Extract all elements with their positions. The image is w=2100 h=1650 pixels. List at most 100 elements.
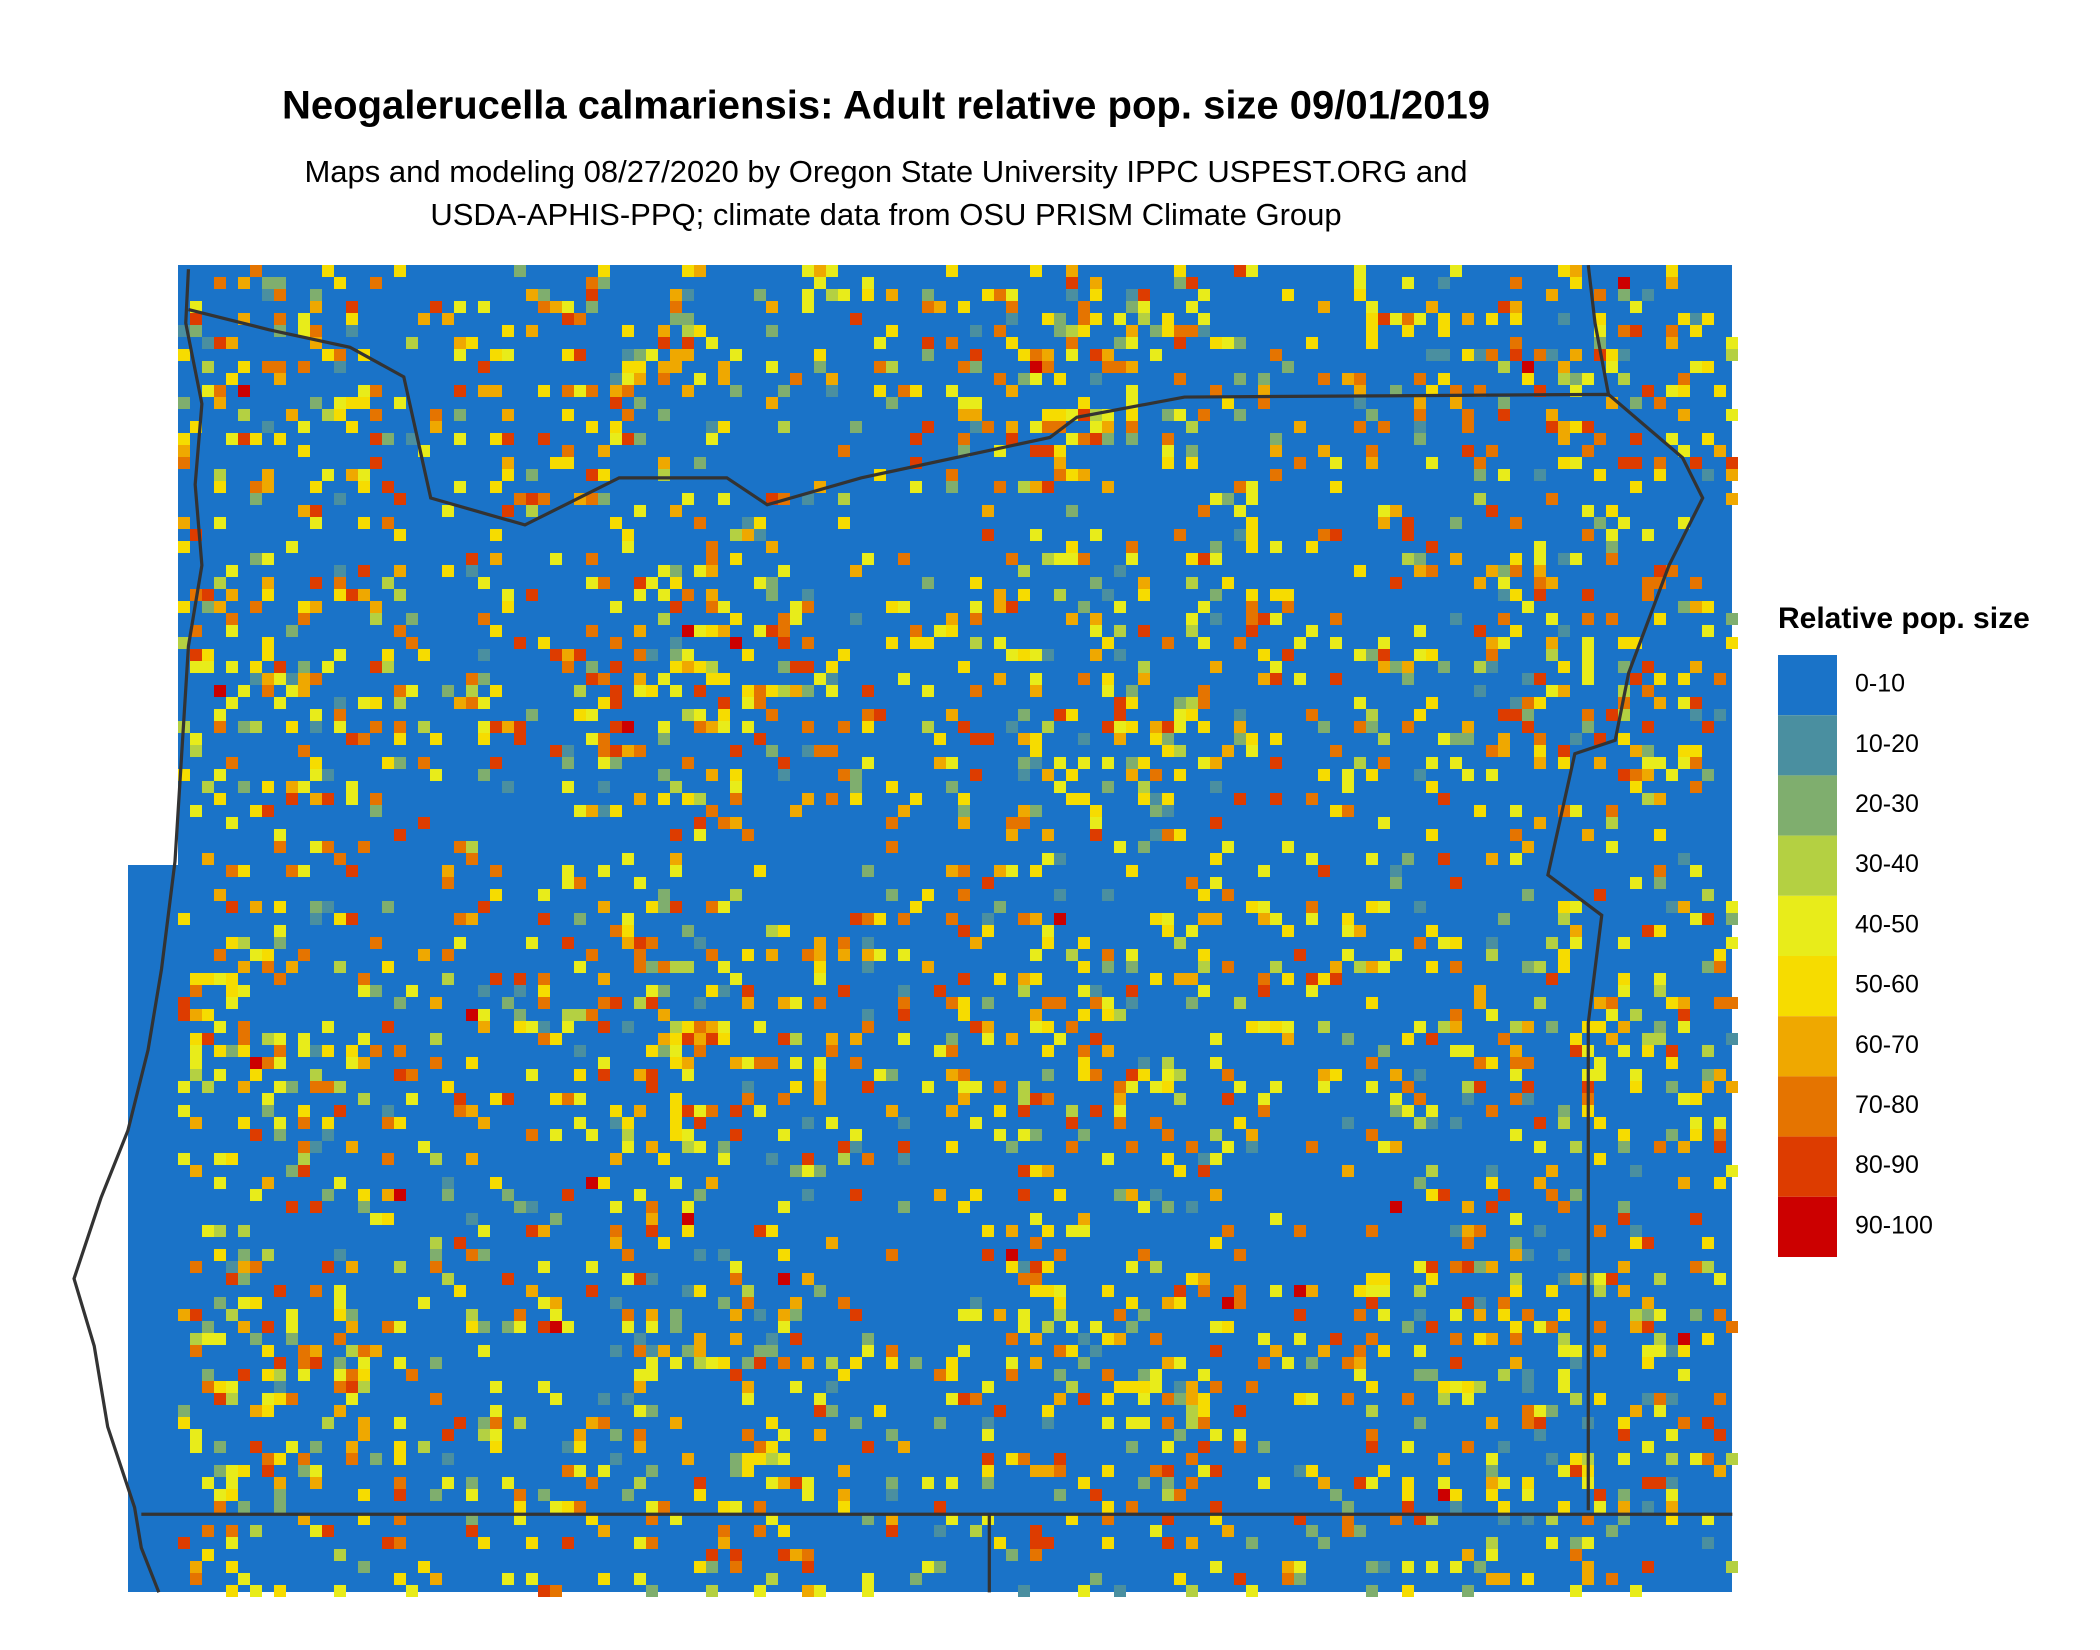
raster-cell xyxy=(802,1561,814,1573)
raster-cell xyxy=(1366,1561,1378,1573)
raster-cell xyxy=(478,985,490,997)
raster-cell xyxy=(226,1273,238,1285)
raster-cell xyxy=(1666,277,1678,289)
raster-cell xyxy=(1102,1465,1114,1477)
raster-cell xyxy=(346,1369,358,1381)
legend-swatch xyxy=(1778,1016,1837,1077)
raster-cell xyxy=(1654,1345,1666,1357)
raster-cell xyxy=(1198,1405,1210,1417)
raster-cell xyxy=(754,289,766,301)
raster-cell xyxy=(1210,613,1222,625)
raster-cell xyxy=(1102,1393,1114,1405)
raster-cell xyxy=(502,601,514,613)
raster-cell xyxy=(406,433,418,445)
raster-cell xyxy=(538,1381,550,1393)
raster-cell xyxy=(1246,613,1258,625)
raster-cell xyxy=(1690,865,1702,877)
raster-cell xyxy=(1234,1297,1246,1309)
raster-cell xyxy=(514,1513,526,1525)
raster-cell xyxy=(1534,733,1546,745)
raster-cell xyxy=(658,1045,670,1057)
raster-cell xyxy=(238,1225,250,1237)
raster-cell xyxy=(1090,421,1102,433)
raster-cell xyxy=(538,1585,550,1597)
raster-cell xyxy=(778,997,790,1009)
raster-cell xyxy=(1534,1405,1546,1417)
raster-cell xyxy=(1426,781,1438,793)
raster-cell xyxy=(1510,565,1522,577)
raster-cell xyxy=(478,613,490,625)
raster-cell xyxy=(766,949,778,961)
raster-cell xyxy=(1630,325,1642,337)
raster-cell xyxy=(394,997,406,1009)
raster-cell xyxy=(202,1033,214,1045)
raster-cell xyxy=(334,853,346,865)
raster-cell xyxy=(1186,325,1198,337)
raster-cell xyxy=(1006,289,1018,301)
raster-cell xyxy=(886,637,898,649)
raster-cell xyxy=(1354,1525,1366,1537)
raster-cell xyxy=(718,373,730,385)
raster-cell xyxy=(1558,745,1570,757)
raster-cell xyxy=(1426,697,1438,709)
raster-cell xyxy=(1414,709,1426,721)
raster-cell xyxy=(910,637,922,649)
raster-cell xyxy=(1246,1537,1258,1549)
raster-cell xyxy=(1150,1117,1162,1129)
raster-cell xyxy=(250,1441,262,1453)
raster-cell xyxy=(1006,1261,1018,1273)
raster-cell xyxy=(1594,289,1606,301)
raster-cell xyxy=(838,1153,850,1165)
raster-cell xyxy=(1714,709,1726,721)
raster-cell xyxy=(1210,1237,1222,1249)
raster-cell xyxy=(646,1537,658,1549)
raster-cell xyxy=(610,1237,622,1249)
raster-cell xyxy=(1450,961,1462,973)
raster-cell xyxy=(814,349,826,361)
raster-cell xyxy=(610,1225,622,1237)
raster-cell xyxy=(562,877,574,889)
raster-cell xyxy=(1726,637,1738,649)
raster-cell xyxy=(1558,1273,1570,1285)
raster-cell xyxy=(1522,841,1534,853)
raster-cell xyxy=(262,361,274,373)
raster-cell xyxy=(1534,1417,1546,1429)
raster-cell xyxy=(670,637,682,649)
raster-cell xyxy=(1042,829,1054,841)
raster-cell xyxy=(958,997,970,1009)
raster-cell xyxy=(622,1273,634,1285)
raster-cell xyxy=(1690,313,1702,325)
raster-cell xyxy=(1234,409,1246,421)
raster-cell xyxy=(238,1249,250,1261)
raster-cell xyxy=(562,781,574,793)
raster-cell xyxy=(298,361,310,373)
raster-cell xyxy=(1402,721,1414,733)
raster-cell xyxy=(910,481,922,493)
raster-cell xyxy=(1210,493,1222,505)
raster-cell xyxy=(1366,721,1378,733)
raster-cell xyxy=(1654,1141,1666,1153)
raster-cell xyxy=(1198,757,1210,769)
raster-cell xyxy=(1282,289,1294,301)
raster-cell xyxy=(1294,1465,1306,1477)
raster-cell xyxy=(418,1441,430,1453)
raster-cell xyxy=(1150,325,1162,337)
raster-cell xyxy=(1558,1249,1570,1261)
raster-cell xyxy=(718,1033,730,1045)
raster-cell xyxy=(802,493,814,505)
raster-cell xyxy=(1174,1165,1186,1177)
raster-cell xyxy=(1642,685,1654,697)
raster-cell xyxy=(1486,937,1498,949)
raster-cell xyxy=(1678,313,1690,325)
raster-cell xyxy=(958,397,970,409)
raster-cell xyxy=(1078,469,1090,481)
raster-cell xyxy=(1354,265,1366,277)
raster-cell xyxy=(946,481,958,493)
raster-cell xyxy=(466,1525,478,1537)
raster-cell xyxy=(634,373,646,385)
raster-cell xyxy=(1006,1225,1018,1237)
raster-cell xyxy=(1546,1405,1558,1417)
raster-cell xyxy=(214,397,226,409)
raster-cell xyxy=(886,289,898,301)
raster-cell xyxy=(226,613,238,625)
